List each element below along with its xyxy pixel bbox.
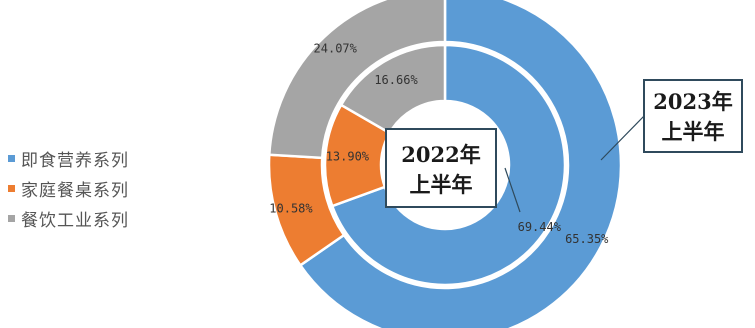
- outer-leader-line: [600, 114, 646, 161]
- legend-swatch-blue: [8, 154, 15, 162]
- legend-swatch-orange: [8, 184, 15, 192]
- outer-ring-callout: 2023年 上半年: [643, 79, 743, 153]
- data-labels: 69.44% 13.90% 16.66% 65.35% 10.58% 24.07%: [269, 42, 609, 247]
- callout-period: 上半年: [409, 172, 473, 197]
- legend: 即食营养系列 家庭餐桌系列 餐饮工业系列: [8, 148, 129, 231]
- callout-year: 2022年: [401, 142, 481, 167]
- outer-slice-label: 24.07%: [314, 42, 358, 56]
- legend-label: 家庭餐桌系列: [21, 180, 129, 201]
- inner-slice-label: 69.44%: [518, 220, 562, 234]
- inner-leader-line: [504, 167, 521, 213]
- outer-slice-3: [267, 0, 447, 160]
- inner-slice-label: 13.90%: [326, 149, 370, 163]
- legend-label: 即食营养系列: [21, 150, 129, 171]
- inner-ring-callout: 2022年 上半年: [385, 128, 497, 208]
- legend-item: 家庭餐桌系列: [8, 178, 129, 201]
- callout-year: 2023年: [653, 89, 733, 114]
- leader-lines: [504, 114, 646, 213]
- inner-slice-label: 16.66%: [374, 73, 418, 87]
- inner-slice-3: [339, 43, 447, 135]
- callout-period: 上半年: [661, 119, 725, 144]
- inner-slice-1: [330, 43, 567, 287]
- legend-label: 餐饮工业系列: [21, 210, 129, 231]
- legend-item: 餐饮工业系列: [8, 208, 129, 231]
- outer-slice-1: [298, 0, 623, 328]
- outer-slice-label: 65.35%: [565, 232, 609, 246]
- legend-item: 即食营养系列: [8, 148, 129, 171]
- legend-swatch-gray: [8, 214, 15, 222]
- outer-slice-label: 10.58%: [269, 201, 313, 215]
- outer-ring-2023: [267, 0, 623, 328]
- inner-ring-2022: [323, 43, 567, 287]
